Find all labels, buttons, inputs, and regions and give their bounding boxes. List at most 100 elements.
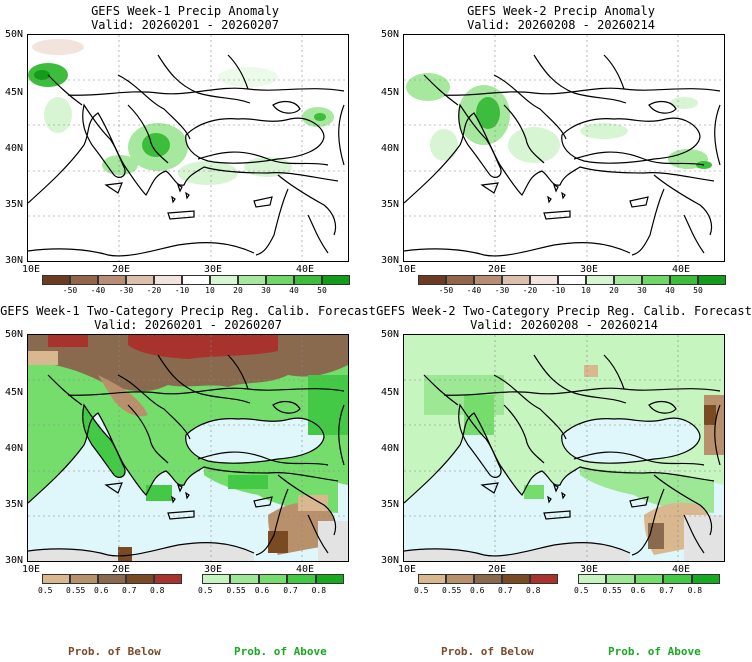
panel2-map [403,34,725,262]
lon-label: 30E [204,264,223,275]
lon-label: 20E [488,564,507,575]
lat-label: 30N [381,255,400,266]
prob-colorbar-swatch [70,574,98,584]
colorbar-swatch [670,275,698,285]
prob-colorbar-tick-label: 0.5 [198,586,213,595]
panel1-title-line1: GEFS Week-1 Precip Anomaly [91,4,279,18]
lon-label: 40E [296,264,315,275]
prob-colorbar-tick-label: 0.8 [687,586,703,595]
lat-label: 35N [5,499,24,510]
colorbar-tick-label: -40 [466,286,482,295]
colorbar-swatch [474,275,502,285]
lon-label: 30E [580,264,599,275]
colorbar-tick-label: 50 [693,286,703,295]
colorbar-tick-label: 50 [317,286,327,295]
prob-colorbar-tick-label: 0.7 [283,586,298,595]
anomaly-colorbar-week2 [418,275,726,285]
panel1-map [27,34,349,262]
colorbar-tick-label: -30 [118,286,134,295]
prob-colorbar-tick-label: 0.8 [150,586,165,595]
colorbar-tick-label: -50 [62,286,78,295]
prob-colorbar-tick-label: 0.8 [311,586,327,595]
prob-colorbar-swatch [578,574,607,584]
prob-colorbar-tick-label: 0.5 [414,586,429,595]
colorbar-swatch [614,275,642,285]
lat-label: 35N [381,199,400,210]
colorbar-tick-label: -20 [522,286,538,295]
lat-label: 35N [381,499,400,510]
lat-label: 50N [381,329,400,340]
lon-label: 20E [488,264,507,275]
colorbar-swatch [266,275,294,285]
colorbar-swatch [182,275,210,285]
colorbar-tick-label: -30 [494,286,510,295]
prob-above-label-week1: Prob. of Above [234,645,327,658]
colorbar-swatch [126,275,154,285]
prob-colorbar-swatch [691,574,720,584]
colorbar-tick-label: 30 [637,286,647,295]
lon-label: 20E [112,564,131,575]
prob-below-label-week1: Prob. of Below [68,645,161,658]
colorbar-swatch [642,275,670,285]
colorbar-tick-label: 30 [261,286,271,295]
prob-colorbar-tick-label: 0.8 [526,586,541,595]
colorbar-swatch [446,275,474,285]
prob-colorbar-swatch [154,574,182,584]
prob-colorbar-swatch [230,574,259,584]
colorbar-tick-label: 10 [205,286,215,295]
panel2-title-line2: Valid: 20260208 - 20260214 [467,18,655,32]
prob-colorbar-tick-label: 0.55 [66,586,86,595]
prob-colorbar-swatch [502,574,530,584]
panel4-title-line1: GEFS Week-2 Two-Category Precip Reg. Cal… [376,304,752,318]
prob-below-colorbar-week2 [418,574,558,584]
lon-label: 40E [672,564,691,575]
probability-field [28,335,348,561]
lat-label: 50N [381,29,400,40]
lat-label: 45N [381,87,400,98]
prob-below-colorbar-week1 [42,574,182,584]
panel2-title: GEFS Week-2 Precip Anomaly Valid: 202602… [398,4,724,32]
lat-label: 50N [5,29,24,40]
prob-colorbar-tick-label: 0.6 [94,586,109,595]
prob-colorbar-swatch [474,574,502,584]
prob-colorbar-tick-label: 0.6 [254,586,270,595]
panel3-title: GEFS Week-1 Two-Category Precip Reg. Cal… [0,304,376,332]
colorbar-swatch [558,275,586,285]
prob-above-colorbar-week2 [578,574,720,584]
prob-colorbar-swatch [315,574,344,584]
lat-label: 45N [5,87,24,98]
prob-above-colorbar-week1 [202,574,344,584]
colorbar-tick-label: -10 [550,286,566,295]
prob-colorbar-swatch [258,574,288,584]
prob-colorbar-tick-label: 0.5 [38,586,53,595]
precip-anomaly-patches [406,73,712,169]
prob-colorbar-swatch [634,574,664,584]
panel3-title-line1: GEFS Week-1 Two-Category Precip Reg. Cal… [0,304,376,318]
colorbar-tick-label: 20 [609,286,619,295]
colorbar-tick-label: 40 [665,286,675,295]
colorbar-tick-label: -40 [90,286,106,295]
prob-colorbar-tick-label: 0.7 [659,586,674,595]
prob-colorbar-tick-label: 0.55 [226,586,246,595]
panel4-map [403,334,725,562]
colorbar-swatch [154,275,182,285]
colorbar-swatch [42,275,70,285]
colorbar-tick-label: -20 [146,286,162,295]
prob-above-label-week2: Prob. of Above [608,645,701,658]
prob-colorbar-tick-label: 0.6 [470,586,485,595]
colorbar-tick-label: -50 [438,286,454,295]
lon-label: 20E [112,264,131,275]
prob-colorbar-swatch [202,574,231,584]
prob-colorbar-swatch [126,574,154,584]
colorbar-swatch [698,275,726,285]
colorbar-tick-label: 10 [581,286,591,295]
prob-colorbar-swatch [530,574,558,584]
prob-colorbar-tick-label: 0.6 [630,586,646,595]
lat-label: 50N [5,329,24,340]
lon-label: 40E [672,264,691,275]
prob-colorbar-swatch [42,574,70,584]
lat-label: 40N [381,143,400,154]
lat-label: 35N [5,199,24,210]
prob-colorbar-swatch [446,574,474,584]
colorbar-swatch [98,275,126,285]
